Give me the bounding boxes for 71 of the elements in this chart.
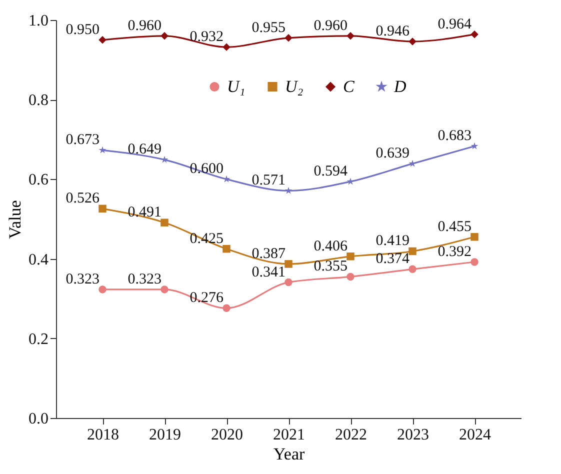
point <box>222 304 230 312</box>
point <box>284 186 292 194</box>
data-label: 0.639 <box>376 146 410 162</box>
point <box>470 258 478 266</box>
data-label: 0.960 <box>314 18 348 34</box>
data-label: 0.673 <box>66 132 100 148</box>
data-label: 0.419 <box>376 233 410 250</box>
data-label: 0.960 <box>128 18 162 34</box>
x-tick-label: 2024 <box>459 426 491 444</box>
point <box>470 30 478 38</box>
point <box>284 278 292 286</box>
point <box>346 272 354 281</box>
y-tick-label: 1.0 <box>28 12 48 30</box>
data-label: 0.323 <box>128 271 162 288</box>
point <box>346 32 354 40</box>
point <box>408 247 416 256</box>
data-label: 0.955 <box>252 20 286 36</box>
x-tick-label: 2020 <box>211 426 243 444</box>
data-label: 0.387 <box>252 246 286 262</box>
x-tick-label: 2023 <box>397 426 429 444</box>
data-label: 0.374 <box>376 251 410 268</box>
data-label: 0.571 <box>252 172 286 189</box>
data-label: 0.455 <box>438 218 472 235</box>
y-tick-label: 0.0 <box>28 410 48 428</box>
x-axis-title: Year <box>273 444 305 464</box>
x-tick-label: 2021 <box>273 426 305 444</box>
point <box>284 34 292 42</box>
y-tick-label: 0.8 <box>28 92 48 110</box>
legend-label: U₂ <box>285 76 304 96</box>
data-label: 0.341 <box>252 264 286 280</box>
point <box>98 204 106 213</box>
data-label: 0.323 <box>66 271 100 288</box>
data-label: 0.600 <box>190 161 224 178</box>
data-label: 0.683 <box>438 128 472 144</box>
point <box>470 233 478 241</box>
legend-label: C <box>343 76 355 96</box>
point <box>160 32 168 40</box>
point <box>408 265 416 274</box>
point <box>98 146 106 154</box>
point <box>98 286 106 294</box>
data-label: 0.946 <box>376 23 410 40</box>
legend-label: D <box>393 76 407 96</box>
point <box>470 142 478 150</box>
point <box>160 286 168 294</box>
point <box>222 244 230 253</box>
point <box>98 36 106 44</box>
point <box>346 252 354 260</box>
y-tick-label: 0.4 <box>28 251 48 268</box>
legend-label: U₁ <box>227 76 246 96</box>
data-label: 0.950 <box>66 22 100 38</box>
data-label: 0.406 <box>314 238 348 254</box>
data-label: 0.932 <box>190 29 224 46</box>
data-label: 0.276 <box>190 290 224 306</box>
data-label: 0.355 <box>314 258 348 275</box>
data-label: 0.649 <box>128 142 162 158</box>
x-tick-label: 2022 <box>335 426 367 444</box>
x-tick-label: 2019 <box>149 426 181 444</box>
data-label: 0.392 <box>438 244 472 260</box>
point <box>160 218 168 226</box>
point <box>408 38 416 46</box>
y-tick-label: 0.2 <box>28 330 48 348</box>
point <box>222 43 230 51</box>
x-tick-label: 2018 <box>87 426 119 444</box>
data-label: 0.964 <box>438 16 472 32</box>
data-label: 0.491 <box>128 204 162 221</box>
data-label: 0.526 <box>66 190 100 207</box>
y-tick-label: 0.6 <box>28 172 48 189</box>
y-axis-title: Value <box>6 200 24 239</box>
point <box>284 260 292 268</box>
point <box>346 178 354 185</box>
data-label: 0.594 <box>314 164 348 180</box>
